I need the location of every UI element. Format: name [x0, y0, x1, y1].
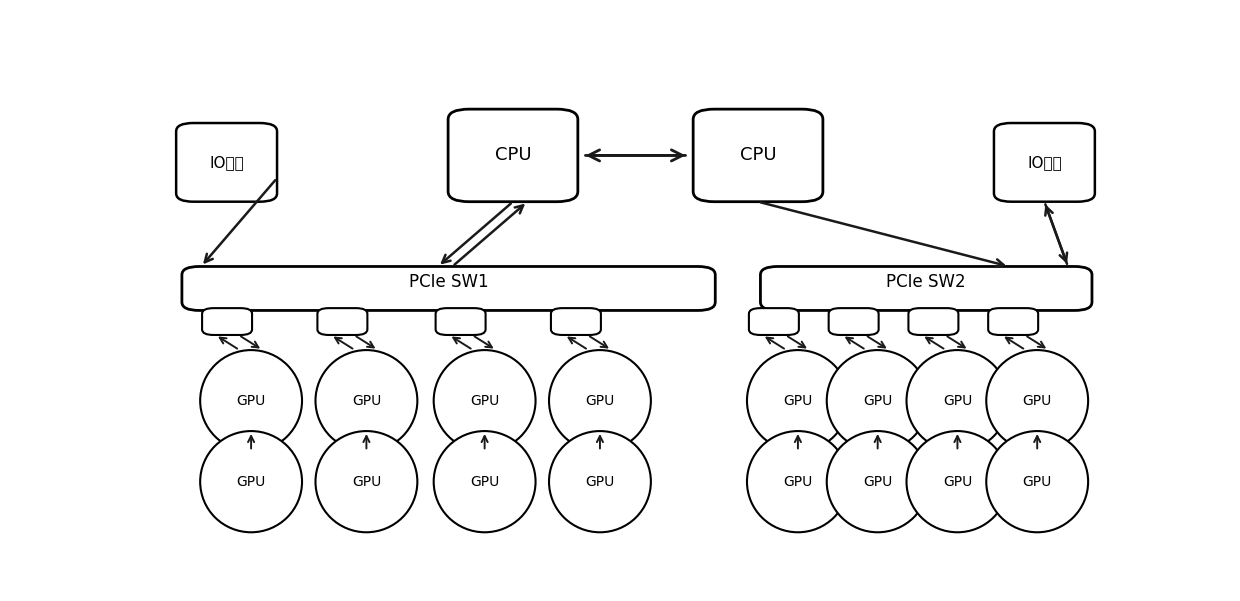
Text: GPU: GPU: [237, 475, 265, 489]
FancyBboxPatch shape: [448, 109, 578, 202]
Text: GPU: GPU: [1023, 394, 1052, 407]
Text: GPU: GPU: [942, 394, 972, 407]
Text: CPU: CPU: [495, 147, 531, 165]
FancyBboxPatch shape: [828, 308, 879, 335]
FancyBboxPatch shape: [909, 308, 959, 335]
Ellipse shape: [906, 350, 1008, 451]
Text: GPU: GPU: [863, 475, 893, 489]
FancyBboxPatch shape: [435, 308, 486, 335]
Ellipse shape: [986, 350, 1089, 451]
Text: GPU: GPU: [1023, 475, 1052, 489]
Ellipse shape: [827, 431, 929, 532]
Ellipse shape: [986, 431, 1089, 532]
Text: CPU: CPU: [740, 147, 776, 165]
Ellipse shape: [200, 350, 303, 451]
FancyBboxPatch shape: [202, 308, 252, 335]
Ellipse shape: [434, 350, 536, 451]
Text: GPU: GPU: [237, 394, 265, 407]
Ellipse shape: [549, 350, 651, 451]
Ellipse shape: [746, 350, 849, 451]
FancyBboxPatch shape: [693, 109, 823, 202]
Text: IO模块: IO模块: [1027, 155, 1061, 170]
Ellipse shape: [906, 431, 1008, 532]
Text: GPU: GPU: [585, 475, 615, 489]
Ellipse shape: [434, 431, 536, 532]
FancyBboxPatch shape: [182, 266, 715, 311]
FancyBboxPatch shape: [176, 123, 277, 202]
Text: GPU: GPU: [863, 394, 893, 407]
Text: PCIe SW2: PCIe SW2: [887, 273, 966, 291]
Text: IO模块: IO模块: [210, 155, 244, 170]
Ellipse shape: [827, 350, 929, 451]
Text: GPU: GPU: [470, 475, 500, 489]
Ellipse shape: [746, 431, 849, 532]
FancyBboxPatch shape: [988, 308, 1038, 335]
FancyBboxPatch shape: [749, 308, 799, 335]
FancyBboxPatch shape: [760, 266, 1092, 311]
Text: GPU: GPU: [352, 394, 381, 407]
Ellipse shape: [549, 431, 651, 532]
Text: GPU: GPU: [784, 475, 812, 489]
FancyBboxPatch shape: [317, 308, 367, 335]
Ellipse shape: [315, 350, 418, 451]
Text: PCIe SW1: PCIe SW1: [409, 273, 489, 291]
Text: GPU: GPU: [470, 394, 500, 407]
FancyBboxPatch shape: [551, 308, 601, 335]
Text: GPU: GPU: [585, 394, 615, 407]
Ellipse shape: [315, 431, 418, 532]
Text: GPU: GPU: [784, 394, 812, 407]
Ellipse shape: [200, 431, 303, 532]
Text: GPU: GPU: [942, 475, 972, 489]
Text: GPU: GPU: [352, 475, 381, 489]
FancyBboxPatch shape: [994, 123, 1095, 202]
